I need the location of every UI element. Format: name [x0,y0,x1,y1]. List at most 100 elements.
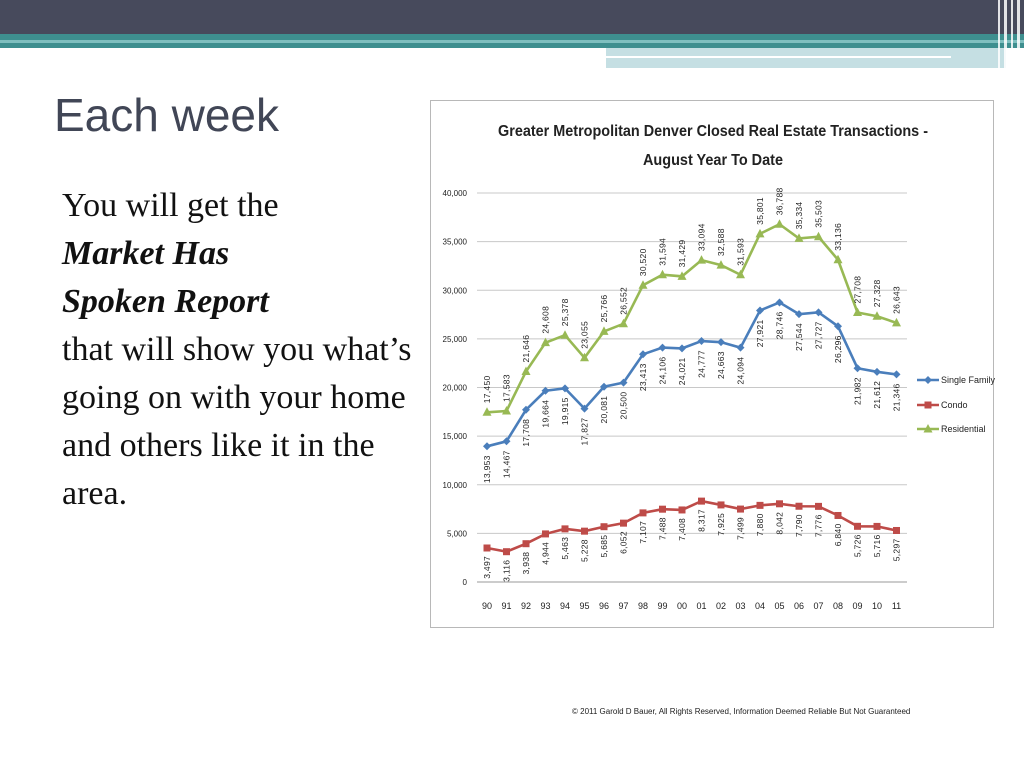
data-point-marker [599,326,609,335]
data-label: 27,921 [755,319,765,347]
x-tick-label: 98 [638,601,648,611]
data-point-marker [677,271,687,280]
data-point-marker [560,330,570,339]
x-tick-label: 05 [774,601,784,611]
legend-label: Condo [941,400,968,410]
data-label: 32,588 [716,228,726,256]
data-point-marker [756,306,764,315]
data-point-marker [756,501,764,509]
data-label: 4,944 [541,542,551,565]
data-label: 27,328 [872,279,882,307]
y-tick-label: 0 [463,578,468,587]
x-tick-label: 90 [482,601,492,611]
series-line-diamond [486,300,897,448]
accent-divider [606,56,951,58]
data-label: 27,544 [794,323,804,351]
data-label: 25,378 [560,298,570,326]
data-label: 8,317 [697,509,707,532]
data-point-marker [834,511,842,519]
y-tick-label: 15,000 [443,432,468,441]
data-point-marker [483,544,491,552]
data-label: 5,297 [892,538,902,561]
x-tick-label: 91 [501,601,511,611]
chart-title-line-1: Greater Metropolitan Denver Closed Real … [498,123,928,140]
data-point-marker [521,366,531,375]
data-label: 5,685 [599,535,609,558]
legend-label: Residential [941,424,986,434]
data-label: 21,646 [521,335,531,363]
data-point-marker [561,525,569,533]
data-label: 33,136 [833,223,843,251]
data-label: 26,552 [619,287,629,315]
data-point-marker [619,378,628,387]
data-point-marker [580,352,589,362]
data-label: 31,594 [658,238,668,266]
data-point-marker [892,317,901,327]
data-point-marker [776,500,783,508]
data-point-marker [482,407,492,416]
data-label: 30,520 [638,248,648,276]
data-label: 17,827 [580,418,590,446]
data-label: 33,094 [697,223,707,251]
data-point-marker [755,228,765,238]
chart-panel: Greater Metropolitan Denver Closed Real … [430,100,995,628]
data-point-marker [893,526,900,534]
data-point-marker [815,502,822,510]
data-point-marker [658,343,667,352]
data-point-marker [580,404,589,413]
data-label: 17,583 [502,374,512,402]
data-label: 21,982 [853,377,863,405]
data-label: 27,727 [814,321,824,349]
x-tick-label: 95 [579,601,589,611]
x-tick-label: 03 [735,601,745,611]
data-point-marker [522,540,530,548]
y-tick-label: 25,000 [443,335,468,344]
data-label: 35,801 [755,197,765,225]
data-point-marker [892,370,901,379]
data-point-marker [522,405,530,414]
report-name-line-2: Spoken Report [62,283,269,320]
data-point-marker [873,522,881,530]
data-label: 6,052 [619,531,629,554]
data-label: 17,450 [482,375,492,403]
x-tick-label: 09 [852,601,862,611]
data-label: 31,429 [677,240,687,268]
data-point-marker [620,519,627,527]
series-line-square [486,499,897,554]
body-text: You will get the Market Has Spoken Repor… [62,182,432,518]
data-label: 23,055 [580,321,590,349]
data-point-marker [736,343,745,352]
data-label: 23,413 [638,363,648,391]
data-label: 3,938 [521,552,531,575]
data-point-marker [853,364,862,373]
legend-swatch-marker [923,424,933,433]
data-label: 7,499 [736,517,746,540]
data-label: 7,790 [794,514,804,537]
copyright-notice: © 2011 Garold D Bauer, All Rights Reserv… [572,707,911,716]
data-label: 14,467 [502,450,512,478]
data-point-marker [639,350,647,359]
data-point-marker [502,437,511,446]
data-label: 19,915 [560,397,570,425]
data-label: 26,643 [892,286,902,314]
data-label: 5,726 [853,534,863,557]
data-point-marker [678,506,686,514]
legend-swatch-marker [924,401,932,409]
data-point-marker [717,338,725,347]
x-tick-label: 11 [892,601,901,611]
data-label: 24,608 [541,306,551,334]
y-tick-label: 5,000 [447,529,468,538]
x-tick-label: 00 [677,601,687,611]
data-label: 21,346 [892,383,902,411]
data-point-marker [737,505,744,513]
data-point-marker [775,298,784,307]
data-point-marker [503,548,510,556]
body-intro: You will get the [62,187,279,224]
x-tick-label: 92 [521,601,531,611]
data-point-marker [600,382,608,391]
data-point-marker [658,269,667,279]
data-label: 26,296 [833,335,843,363]
data-label: 24,094 [736,357,746,385]
x-tick-label: 07 [813,601,823,611]
data-label: 5,228 [580,539,590,562]
